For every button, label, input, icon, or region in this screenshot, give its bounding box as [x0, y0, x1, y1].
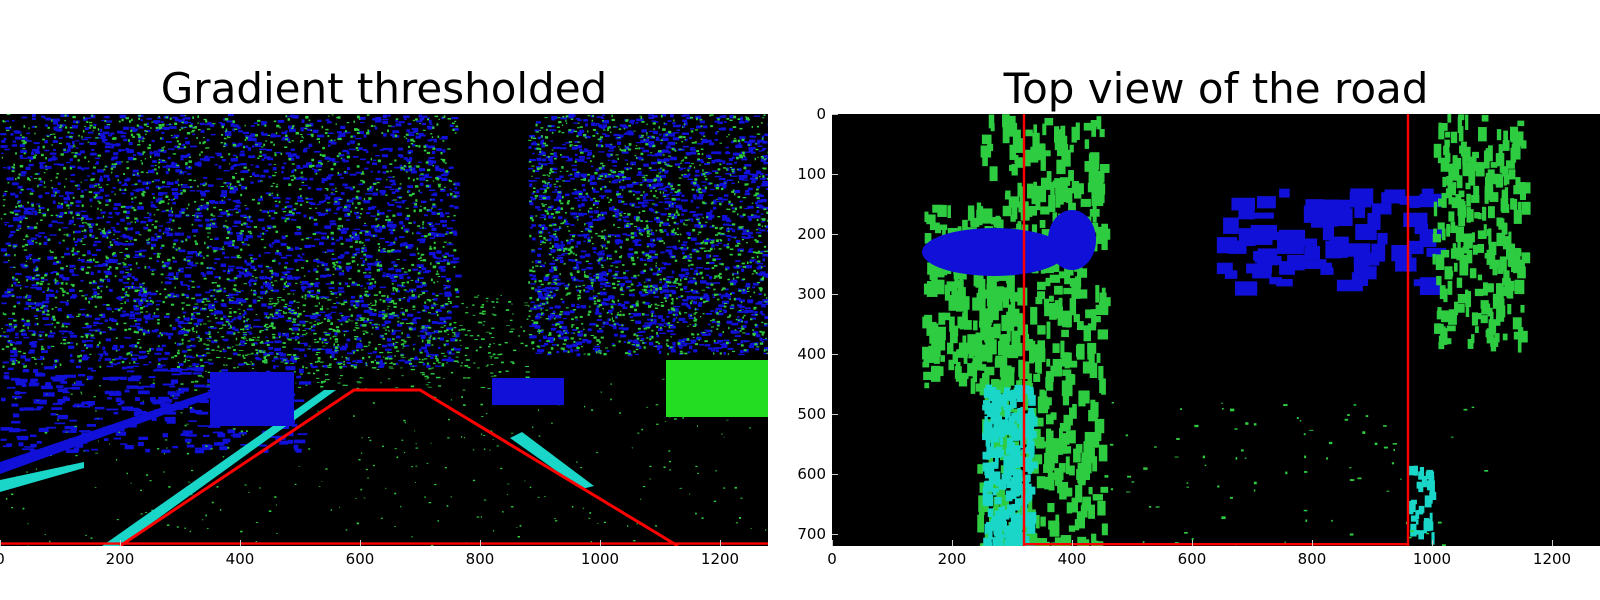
x-tick-mark	[239, 540, 241, 546]
road-noise-warped	[1104, 402, 1489, 546]
x-tick-label: 1200	[700, 550, 740, 568]
x-tick-label: 600	[1177, 550, 1207, 568]
x-tick-mark	[479, 540, 481, 546]
y-tick-label: 600	[797, 465, 826, 483]
top-view-canvas	[922, 114, 1531, 546]
y-tick-mark	[832, 233, 838, 235]
x-tick-label: 600	[345, 550, 375, 568]
left-lane-pixels	[982, 384, 1038, 546]
y-tick-mark	[832, 533, 838, 535]
x-tick-mark	[719, 540, 721, 546]
x-tick-mark	[951, 540, 953, 546]
x-tick-label: 0	[0, 550, 5, 568]
x-tick-label: 0	[827, 550, 837, 568]
x-tick-mark	[1311, 540, 1313, 546]
x-tick-label: 400	[1057, 550, 1087, 568]
left-shadow-blob-2	[1048, 210, 1096, 270]
x-tick-mark	[1191, 540, 1193, 546]
x-tick-mark	[599, 540, 601, 546]
y-tick-label: 100	[797, 165, 826, 183]
left-panel-title: Gradient thresholded	[160, 64, 608, 113]
x-tick-label: 200	[105, 550, 135, 568]
x-tick-label: 200	[937, 550, 967, 568]
right-lane-marking	[510, 432, 594, 489]
gradient-thresholded-canvas	[0, 114, 768, 546]
y-tick-mark	[832, 113, 838, 115]
y-tick-label: 400	[797, 345, 826, 363]
tree-x-texture-left	[0, 114, 459, 369]
right-lane-top	[1432, 114, 1531, 353]
x-tick-label: 800	[1297, 550, 1327, 568]
y-tick-label: 300	[797, 285, 826, 303]
x-tick-label: 1200	[1532, 550, 1572, 568]
x-tick-mark	[119, 540, 121, 546]
y-tick-label: 500	[797, 405, 826, 423]
right-lane-pixels	[1408, 465, 1437, 545]
car-middle	[492, 378, 564, 405]
left-edge-stripe	[0, 462, 84, 492]
x-tick-mark	[1071, 540, 1073, 546]
x-tick-label: 400	[225, 550, 255, 568]
horizon-edges	[180, 294, 542, 391]
y-tick-mark	[832, 473, 838, 475]
tree-mag-texture-left	[0, 114, 462, 369]
y-tick-label: 700	[797, 525, 826, 543]
x-tick-mark	[359, 540, 361, 546]
y-tick-mark	[832, 293, 838, 295]
x-tick-label: 800	[465, 550, 495, 568]
y-tick-mark	[832, 413, 838, 415]
distant-blue-blobs	[1216, 188, 1447, 296]
x-tick-label: 1000	[1412, 550, 1452, 568]
perspective-region-outline	[119, 388, 679, 546]
right-panel-title: Top view of the road	[1003, 64, 1429, 113]
tree-x-texture-right	[528, 114, 768, 356]
y-tick-label: 200	[797, 225, 826, 243]
left-lane-marking	[102, 390, 336, 546]
x-tick-mark	[831, 540, 833, 546]
left-shoulder-band	[0, 391, 216, 474]
car-left	[210, 372, 294, 426]
car-right	[666, 360, 768, 417]
tree-mag-texture-right	[528, 114, 768, 357]
x-tick-mark	[1551, 540, 1553, 546]
y-tick-mark	[832, 353, 838, 355]
gradient-thresholded-image	[0, 114, 768, 546]
x-tick-mark	[0, 540, 1, 546]
x-tick-mark	[1431, 540, 1433, 546]
y-tick-label: 0	[816, 105, 826, 123]
x-tick-label: 1000	[580, 550, 620, 568]
left-shadow-blob	[922, 228, 1066, 276]
top-view-image	[832, 114, 1600, 546]
y-tick-mark	[832, 173, 838, 175]
